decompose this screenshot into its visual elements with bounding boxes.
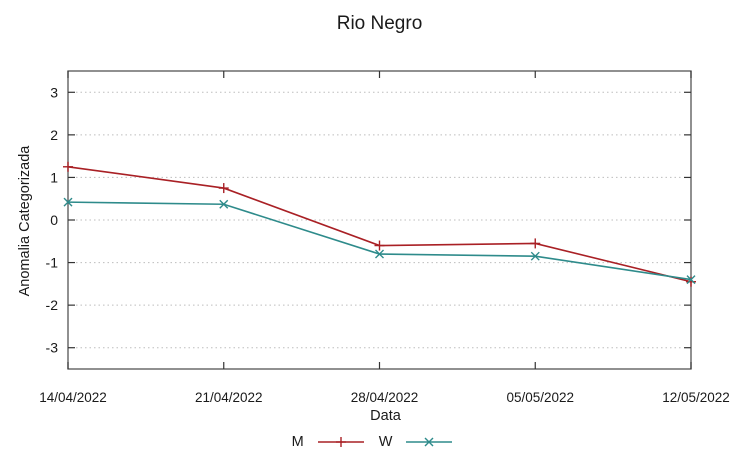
x-tick-label: 05/05/2022 xyxy=(506,390,574,405)
x-tick-label: 28/04/2022 xyxy=(351,390,419,405)
cross-marker xyxy=(686,275,696,285)
legend-swatch-w xyxy=(406,437,453,447)
y-tick-label: -1 xyxy=(46,255,59,271)
y-tick-label: -3 xyxy=(46,340,59,356)
chart-title: Rio Negro xyxy=(336,13,423,34)
cross-marker xyxy=(63,197,73,207)
legend-label-m: M xyxy=(291,434,304,450)
y-tick-label: 1 xyxy=(50,169,58,185)
plot-border xyxy=(67,70,692,370)
x-axis-label: Data xyxy=(370,408,401,424)
legend-item-m: M xyxy=(292,434,365,450)
cross-marker xyxy=(530,251,540,261)
y-tick-label: 0 xyxy=(50,212,58,228)
x-tick-label: 14/04/2022 xyxy=(39,390,107,405)
series-line-m xyxy=(67,165,692,283)
legend-swatch-m xyxy=(317,437,364,447)
legend-label-w: W xyxy=(378,434,393,450)
y-tick-label: 2 xyxy=(50,127,58,143)
cross-marker xyxy=(219,199,229,209)
y-tick-label: -2 xyxy=(46,297,59,313)
cross-marker xyxy=(375,249,384,259)
y-tick-label: 3 xyxy=(50,84,58,100)
x-tick-label: 21/04/2022 xyxy=(195,390,263,405)
x-tick-label: 12/05/2022 xyxy=(662,390,730,405)
legend-item-w: W xyxy=(379,434,454,450)
